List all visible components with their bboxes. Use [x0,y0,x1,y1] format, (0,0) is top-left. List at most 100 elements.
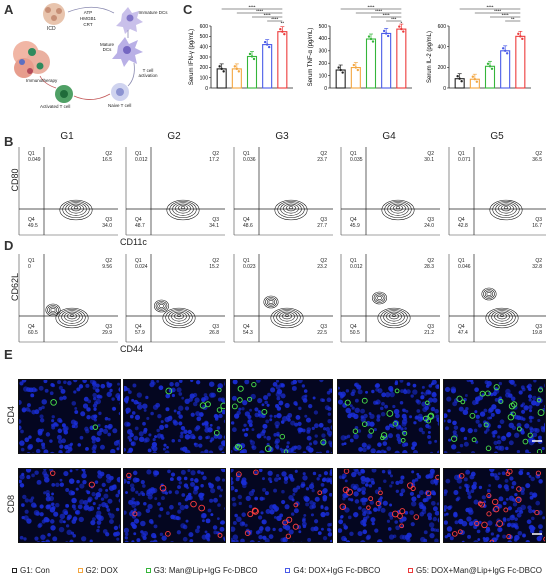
nucleus [204,424,209,429]
nucleus [373,428,377,432]
nucleus [91,446,97,452]
nucleus [92,502,96,506]
nucleus [354,398,359,403]
nucleus [51,419,55,423]
positive-cell [247,396,253,402]
nucleus [328,388,332,393]
nucleus [444,450,448,453]
density-contour [268,299,274,305]
q3-value: 29.9 [102,330,112,336]
density-contour [377,295,382,301]
q2-name: Q2 [320,258,327,264]
positive-cell [508,402,516,410]
q4-value: 60.5 [28,330,38,336]
nucleus [516,422,522,428]
nucleus [98,515,104,522]
density-contour [489,199,523,221]
q4-name: Q4 [28,324,35,330]
if-row-label-cd8: CD8 [6,495,16,514]
nucleus [156,428,160,433]
flow-svg [18,147,118,236]
nucleus [129,414,134,419]
nucleus [54,502,60,508]
nucleus [60,388,66,394]
mature-dc-icon [112,37,143,67]
density-contour [174,312,184,320]
nucleus [141,532,147,538]
nucleus [45,432,51,437]
nucleus [338,391,343,396]
nucleus [79,499,85,505]
nucleus [498,527,503,532]
nucleus [511,481,517,486]
nucleus [288,494,294,501]
nucleus [71,504,76,509]
naive-label: Naive T cell [108,103,132,108]
q2-name: Q2 [535,151,542,157]
flow-plot-g4: Q1 0.012 Q2 28.3 Q4 50.5 Q3 21.2 [338,254,440,347]
y-tick-label: 200 [319,61,328,67]
nucleus [63,470,69,477]
nucleus [193,485,198,490]
nucleus [267,477,272,481]
nucleus [51,383,56,388]
nucleus [34,536,39,541]
nucleus [59,513,66,520]
q4-name: Q4 [135,324,142,330]
nucleus [400,389,404,393]
q4-name: Q4 [458,324,465,330]
nucleus [428,440,432,445]
nucleus [415,415,419,420]
q4-name: Q4 [135,217,142,223]
nucleus [20,447,25,452]
nucleus [217,383,224,389]
nucleus [276,406,282,411]
density-contour [372,291,387,305]
positive-cell [503,507,509,513]
nucleus [150,488,156,494]
nucleus [401,413,407,419]
density-contour [393,204,403,212]
nucleus [118,524,120,529]
nucleus [388,423,393,428]
nucleus [196,525,201,529]
nucleus [303,513,307,517]
nucleus [420,395,425,400]
nucleus [39,512,44,517]
positive-cell [261,408,268,415]
nucleus [269,509,275,515]
positive-cell [244,530,251,537]
nucleus [389,391,395,398]
y-tick-label: 100 [200,75,209,81]
density-contour [73,206,79,209]
nucleus [266,403,270,407]
if-image-cd8-g4 [337,468,440,543]
nucleus [168,490,172,494]
density-contour [166,199,200,221]
nucleus [82,403,89,409]
nucleus [86,407,91,412]
nucleus [98,488,103,493]
nucleus [267,470,273,476]
nucleus [19,535,24,540]
nucleus [532,493,536,498]
nucleus [254,496,259,501]
density-contour [492,201,520,218]
nucleus [522,417,526,421]
nucleus [490,532,495,536]
nucleus [302,472,306,476]
nucleus [73,390,77,394]
y-tick-label: 200 [200,65,209,71]
nucleus [475,419,480,424]
nucleus [298,406,302,411]
nucleus [475,401,479,405]
nucleus [350,391,355,397]
positive-cell [217,532,223,538]
nucleus [284,402,290,409]
nucleus [67,380,72,386]
nucleus [465,469,471,475]
nucleus [361,479,366,485]
nucleus [325,511,330,516]
nucleus [241,512,246,517]
nucleus [183,483,189,488]
